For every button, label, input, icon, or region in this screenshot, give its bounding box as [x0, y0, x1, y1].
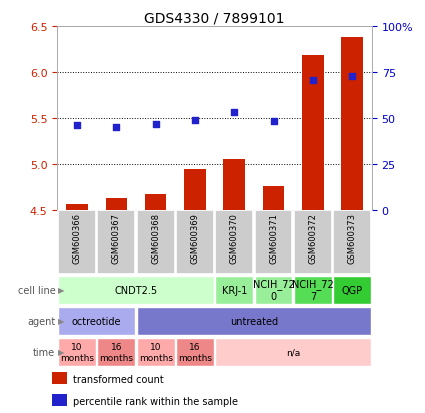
Point: [113, 125, 120, 131]
Text: cell line: cell line: [17, 285, 55, 295]
Point: [192, 117, 198, 124]
Text: GSM600368: GSM600368: [151, 213, 160, 263]
Text: time: time: [33, 347, 55, 357]
Text: 16
months: 16 months: [178, 342, 212, 362]
Bar: [52, 394, 67, 406]
Text: percentile rank within the sample: percentile rank within the sample: [73, 396, 238, 406]
Text: ▶: ▶: [58, 286, 65, 294]
Bar: [137, 338, 175, 366]
Bar: [224, 159, 245, 211]
Text: n/a: n/a: [286, 348, 300, 356]
Text: GSM600372: GSM600372: [309, 213, 317, 263]
Point: [152, 121, 159, 128]
Bar: [137, 211, 175, 275]
Text: GSM600366: GSM600366: [73, 213, 82, 263]
Bar: [294, 211, 332, 275]
Bar: [302, 56, 324, 211]
Text: transformed count: transformed count: [73, 374, 164, 384]
Text: ▶: ▶: [58, 348, 65, 356]
Bar: [145, 194, 167, 211]
Text: untreated: untreated: [230, 316, 278, 326]
Text: GSM600367: GSM600367: [112, 213, 121, 263]
Bar: [333, 276, 371, 304]
Text: 16
months: 16 months: [99, 342, 133, 362]
Bar: [341, 38, 363, 211]
Text: QGP: QGP: [342, 285, 363, 295]
Point: [309, 78, 316, 84]
Bar: [215, 276, 253, 304]
Text: KRJ-1: KRJ-1: [221, 285, 247, 295]
Text: GSM600370: GSM600370: [230, 213, 239, 263]
Bar: [255, 276, 292, 304]
Bar: [97, 338, 135, 366]
Text: ▶: ▶: [58, 317, 65, 325]
Bar: [105, 199, 127, 211]
Title: GDS4330 / 7899101: GDS4330 / 7899101: [144, 12, 285, 26]
Bar: [58, 307, 135, 335]
Bar: [215, 211, 253, 275]
Bar: [66, 204, 88, 211]
Bar: [52, 373, 67, 384]
Bar: [97, 211, 135, 275]
Text: 10
months: 10 months: [60, 342, 94, 362]
Text: GSM600373: GSM600373: [348, 213, 357, 263]
Bar: [294, 276, 332, 304]
Text: NCIH_72
7: NCIH_72 7: [292, 279, 334, 301]
Point: [270, 118, 277, 125]
Bar: [263, 187, 284, 211]
Bar: [58, 276, 214, 304]
Text: CNDT2.5: CNDT2.5: [114, 285, 158, 295]
Bar: [184, 169, 206, 211]
Point: [349, 73, 356, 80]
Bar: [58, 211, 96, 275]
Bar: [58, 338, 96, 366]
Point: [74, 123, 80, 129]
Text: 10
months: 10 months: [139, 342, 173, 362]
Text: NCIH_72
0: NCIH_72 0: [253, 279, 295, 301]
Bar: [333, 211, 371, 275]
Bar: [255, 211, 292, 275]
Text: GSM600371: GSM600371: [269, 213, 278, 263]
Bar: [137, 307, 371, 335]
Point: [231, 110, 238, 116]
Text: agent: agent: [27, 316, 55, 326]
Text: octreotide: octreotide: [72, 316, 122, 326]
Bar: [176, 338, 214, 366]
Bar: [176, 211, 214, 275]
Text: GSM600369: GSM600369: [190, 213, 199, 263]
Bar: [215, 338, 371, 366]
